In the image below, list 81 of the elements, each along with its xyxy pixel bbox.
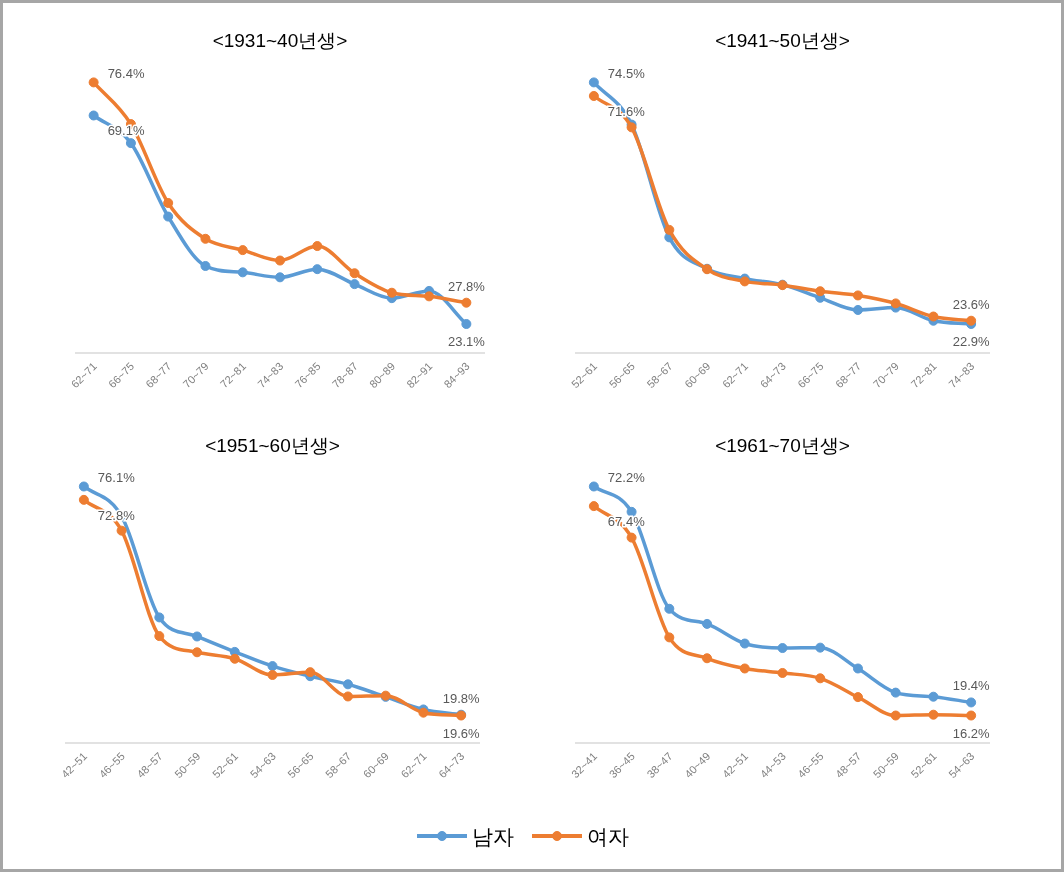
value-label: 19.6%	[442, 725, 480, 741]
point	[739, 663, 750, 674]
point	[275, 272, 285, 283]
legend-label: 남자	[472, 825, 514, 848]
legend-label: 여자	[587, 825, 629, 848]
point	[815, 642, 826, 653]
point	[815, 673, 826, 684]
point	[275, 255, 285, 266]
point	[305, 667, 316, 678]
point	[349, 268, 360, 279]
point	[78, 481, 89, 492]
point	[588, 90, 599, 101]
point	[237, 267, 248, 278]
point	[588, 481, 599, 492]
point	[588, 77, 599, 88]
point	[192, 631, 203, 642]
point	[777, 667, 788, 678]
point	[626, 532, 637, 543]
value-label: 23.6%	[952, 296, 990, 312]
point	[664, 603, 675, 614]
point	[890, 687, 901, 698]
point	[928, 709, 939, 720]
point	[966, 697, 977, 708]
point	[312, 241, 323, 252]
point	[386, 287, 397, 298]
point	[342, 691, 353, 702]
point	[702, 653, 713, 664]
point	[852, 290, 863, 301]
value-label: 27.8%	[447, 278, 485, 294]
point	[267, 669, 278, 680]
point	[163, 211, 174, 222]
point	[342, 679, 353, 690]
point	[966, 315, 977, 326]
point	[154, 612, 165, 623]
title: <1931~40년생>	[212, 30, 348, 51]
point	[890, 298, 901, 309]
point	[88, 77, 99, 88]
value-label: 76.4%	[107, 66, 145, 82]
point	[777, 643, 788, 654]
value-label: 74.5%	[607, 66, 645, 82]
point	[200, 260, 211, 271]
point	[815, 286, 826, 297]
point	[116, 525, 127, 536]
value-label: 19.8%	[442, 690, 480, 706]
point	[928, 691, 939, 702]
point	[852, 304, 863, 315]
point	[78, 494, 89, 505]
value-label: 76.1%	[97, 470, 135, 486]
title: <1961~70년생>	[715, 435, 850, 456]
point	[424, 291, 435, 302]
point	[739, 638, 750, 649]
point	[163, 197, 174, 208]
point	[664, 632, 675, 643]
point	[461, 319, 472, 330]
point	[237, 245, 248, 256]
point	[125, 138, 136, 149]
point	[966, 710, 977, 721]
value-label: 72.2%	[607, 470, 645, 486]
value-label: 23.1%	[447, 334, 485, 349]
point	[267, 661, 278, 672]
value-label: 16.2%	[952, 725, 990, 741]
title: <1951~60년생>	[205, 435, 340, 456]
point	[200, 233, 211, 244]
value-label: 19.4%	[952, 678, 990, 694]
point	[626, 506, 637, 517]
point	[312, 264, 323, 275]
point	[702, 618, 713, 629]
point	[192, 647, 203, 658]
point	[588, 501, 599, 512]
point	[664, 224, 675, 235]
point	[349, 279, 360, 290]
point	[88, 110, 99, 121]
value-label: 22.9%	[952, 334, 990, 349]
title: <1941~50년생>	[715, 30, 850, 51]
point	[852, 692, 863, 703]
point	[890, 710, 901, 721]
point	[229, 653, 240, 664]
point	[461, 297, 472, 308]
point	[928, 311, 939, 322]
point	[154, 631, 165, 642]
point	[852, 663, 863, 674]
